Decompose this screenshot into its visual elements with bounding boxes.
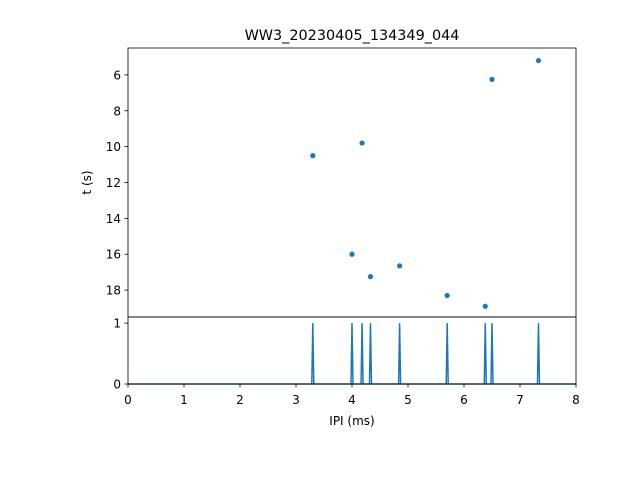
scatter-point xyxy=(489,76,495,82)
scatter-y-tick-label: 14 xyxy=(106,212,121,226)
scatter-y-tick-label: 16 xyxy=(106,248,121,262)
scatter-point xyxy=(349,251,355,257)
spike xyxy=(368,323,373,385)
scatter-point xyxy=(482,303,488,309)
spike-y-ticks: 01 xyxy=(113,317,128,392)
spike-x-label: IPI (ms) xyxy=(329,414,374,428)
spike-x-tick-label: 3 xyxy=(292,393,300,407)
scatter-point xyxy=(367,274,374,280)
spike-x-tick-label: 8 xyxy=(572,393,580,407)
spike-x-tick-label: 2 xyxy=(236,393,244,407)
spike xyxy=(311,323,315,385)
scatter-point xyxy=(397,263,403,269)
scatter-y-label: t (s) xyxy=(80,170,94,194)
spike xyxy=(350,323,354,385)
spike xyxy=(483,323,488,385)
scatter-point xyxy=(444,292,450,299)
spike xyxy=(445,323,449,385)
scatter-point xyxy=(535,57,542,64)
spike-y-tick-label: 0 xyxy=(113,378,121,392)
scatter-y-tick-label: 10 xyxy=(106,140,121,154)
scatter-y-ticks: 6 8 10 12 14 16 18 xyxy=(106,68,128,298)
spike-x-tick-label: 5 xyxy=(404,393,412,407)
spike-frame xyxy=(127,316,577,385)
spike-x-tick-label: 1 xyxy=(180,393,188,407)
spike-x-tick-label: 6 xyxy=(460,393,468,407)
chart-title: WW3_20230405_134349_044 xyxy=(245,28,460,44)
spike-y-tick-label: 1 xyxy=(113,317,121,331)
spike xyxy=(490,323,494,385)
spike xyxy=(360,323,364,385)
spike xyxy=(397,323,402,385)
spike-x-ticks: 0 1 2 3 4 5 6 7 8 xyxy=(124,384,580,407)
spike-x-tick-label: 4 xyxy=(348,393,356,407)
scatter-y-tick-label: 18 xyxy=(106,284,121,298)
scatter-point xyxy=(310,153,316,159)
scatter-y-tick-label: 6 xyxy=(113,68,121,82)
spike-x-tick-label: 7 xyxy=(516,393,524,407)
scatter-points xyxy=(310,57,542,309)
scatter-y-tick-label: 8 xyxy=(113,104,121,118)
scatter-y-tick-label: 12 xyxy=(106,176,121,190)
spike-x-tick-label: 0 xyxy=(124,393,132,407)
spike xyxy=(536,323,541,385)
scatter-point xyxy=(359,140,365,146)
